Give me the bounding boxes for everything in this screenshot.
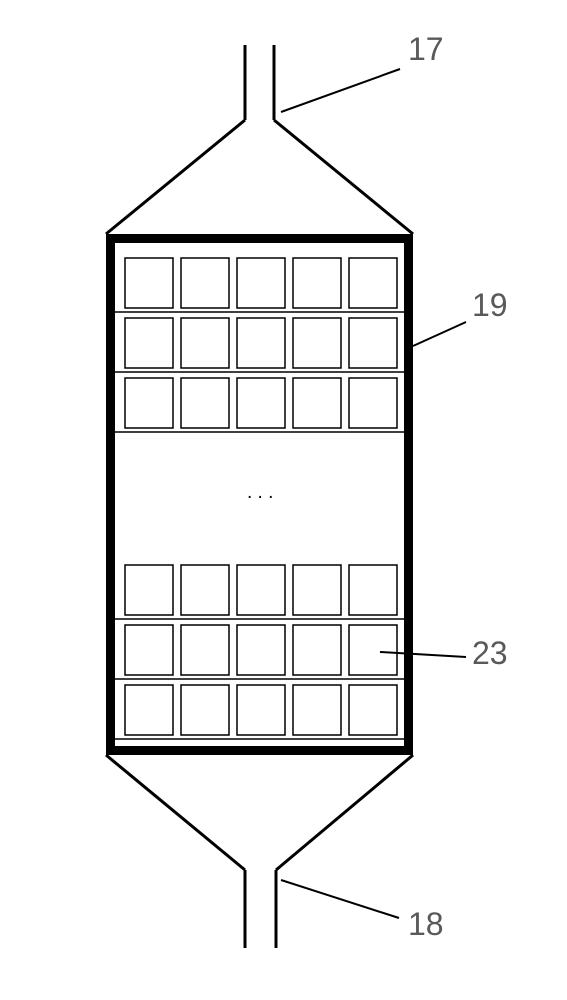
callout-leader-vessel-body xyxy=(413,322,466,346)
tray-cell xyxy=(181,258,229,308)
callout-label-tray-cell: 23 xyxy=(472,635,508,671)
tray-cell xyxy=(293,685,341,735)
tray-cell xyxy=(125,685,173,735)
tray-cell xyxy=(125,258,173,308)
callout-leader-inlet-neck xyxy=(281,69,400,112)
inlet-funnel-left xyxy=(106,120,245,234)
callout-label-outlet-neck: 18 xyxy=(408,906,444,942)
tray-cell xyxy=(181,378,229,428)
tray-cell xyxy=(237,258,285,308)
tray-cell xyxy=(125,318,173,368)
callout-leader-tray-cell xyxy=(380,652,466,657)
tray-cell xyxy=(181,318,229,368)
callout-label-vessel-body: 19 xyxy=(472,287,508,323)
tray-ellipsis: . . . xyxy=(247,482,273,503)
inlet-funnel-right xyxy=(274,120,413,234)
tray-cell xyxy=(293,378,341,428)
callout-label-inlet-neck: 17 xyxy=(408,31,444,67)
tray-cell xyxy=(349,565,397,615)
tray-cell xyxy=(293,318,341,368)
outlet-funnel-right xyxy=(276,755,413,870)
tray-cell xyxy=(237,565,285,615)
tray-cell xyxy=(181,565,229,615)
tray-cell xyxy=(293,258,341,308)
tray-cell xyxy=(349,625,397,675)
tray-cell xyxy=(237,685,285,735)
tray-cell xyxy=(349,318,397,368)
column-diagram: . . . 17 19 23 18 xyxy=(0,0,567,1000)
tray-cell xyxy=(181,685,229,735)
tray-cell xyxy=(125,378,173,428)
tray-cell xyxy=(349,258,397,308)
tray-cell xyxy=(293,565,341,615)
tray-cell xyxy=(237,318,285,368)
tray-cell xyxy=(349,378,397,428)
tray-cell xyxy=(125,565,173,615)
tray-cell xyxy=(349,685,397,735)
callout-leader-outlet-neck xyxy=(281,880,399,918)
outlet-funnel-left xyxy=(106,755,245,870)
tray-cell xyxy=(125,625,173,675)
tray-cell xyxy=(181,625,229,675)
tray-cell xyxy=(237,625,285,675)
tray-cell xyxy=(293,625,341,675)
tray-cell xyxy=(237,378,285,428)
